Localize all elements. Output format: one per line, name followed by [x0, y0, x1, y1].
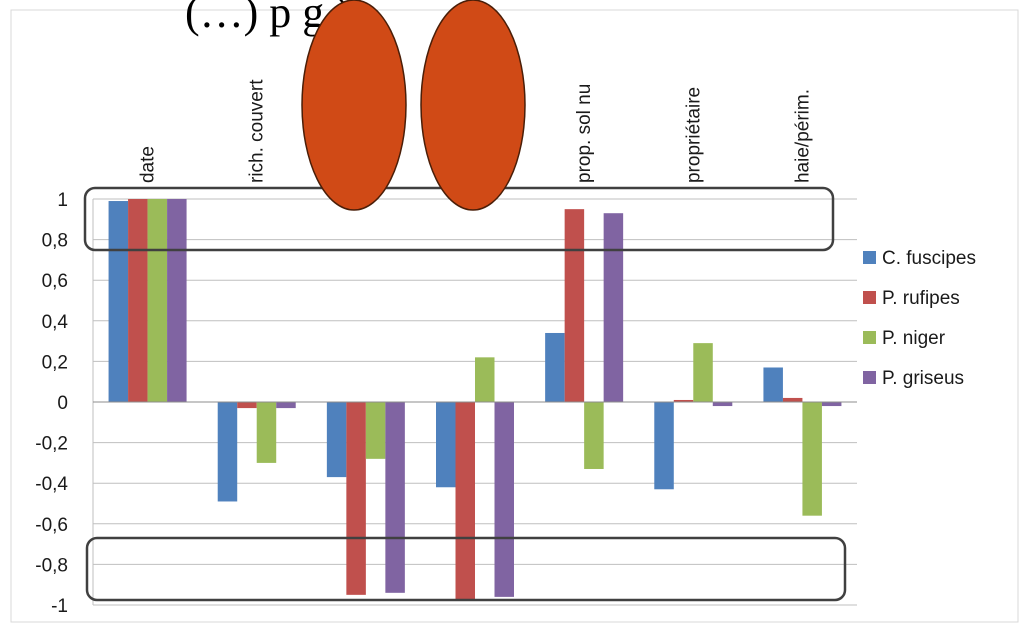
y-tick-label: 0	[57, 393, 68, 414]
legend-swatch	[863, 371, 876, 384]
legend-swatch	[863, 291, 876, 304]
bar	[564, 209, 585, 402]
legend-label: P. niger	[882, 328, 946, 349]
bar	[693, 343, 713, 402]
bar	[128, 199, 148, 402]
bar	[673, 399, 694, 402]
category-labels: date rich. couvert prop. sol nu propriétair…	[138, 79, 814, 183]
bar	[603, 213, 624, 402]
bar	[276, 402, 296, 409]
oval-annotation	[420, 0, 526, 211]
bar	[365, 402, 386, 459]
category-label: rich. couvert	[247, 79, 268, 183]
y-tick-label: 1	[57, 190, 68, 211]
y-tick-label: 0,6	[42, 271, 68, 292]
y-tick-label: 0,4	[42, 312, 69, 333]
bar	[494, 402, 514, 597]
y-axis-tick-labels: 1 0,8 0,6 0,4 0,2 0 -0,2 -0,4 -0,6 -0,8 -1	[35, 190, 68, 617]
y-tick-label: -0,4	[35, 474, 68, 495]
bar	[584, 402, 604, 469]
oval-annotation	[301, 0, 407, 211]
y-tick-label: -0,2	[35, 434, 68, 455]
bar	[237, 402, 257, 409]
y-tick-label: -0,8	[35, 555, 68, 576]
bar	[326, 402, 347, 478]
bar	[545, 332, 565, 402]
bar	[475, 357, 495, 402]
bar	[455, 402, 475, 601]
bar	[782, 397, 803, 402]
y-tick-label: 0,2	[42, 352, 68, 373]
legend-swatch	[863, 331, 876, 344]
category-label: haie/périm.	[792, 89, 813, 183]
highlight-box-bottom	[85, 536, 847, 602]
y-tick-label: -0,6	[35, 515, 68, 536]
bar	[436, 402, 456, 488]
y-tick-label: 0,8	[42, 231, 68, 252]
category-label: propriétaire	[683, 87, 704, 183]
bar	[802, 402, 822, 516]
bar	[385, 402, 405, 593]
bars	[93, 199, 857, 601]
bar	[147, 199, 168, 402]
category-label: prop. sol nu	[574, 84, 595, 183]
y-tick-label: -1	[51, 596, 68, 617]
legend-label: C. fuscipes	[882, 248, 976, 269]
legend: C. fuscipes P. rufipes P. niger P. griseus	[863, 248, 976, 389]
bar	[821, 402, 842, 407]
bar	[256, 402, 277, 463]
legend-label: P. griseus	[882, 368, 964, 389]
legend-label: P. rufipes	[882, 288, 960, 309]
bar	[167, 199, 187, 402]
bar	[654, 402, 674, 490]
bar	[217, 402, 238, 502]
bar	[346, 402, 366, 595]
category-label: date	[138, 146, 159, 183]
bar	[108, 201, 129, 402]
bar	[712, 402, 733, 407]
legend-swatch	[863, 251, 876, 264]
bar	[763, 367, 783, 402]
annotations	[83, 0, 847, 602]
